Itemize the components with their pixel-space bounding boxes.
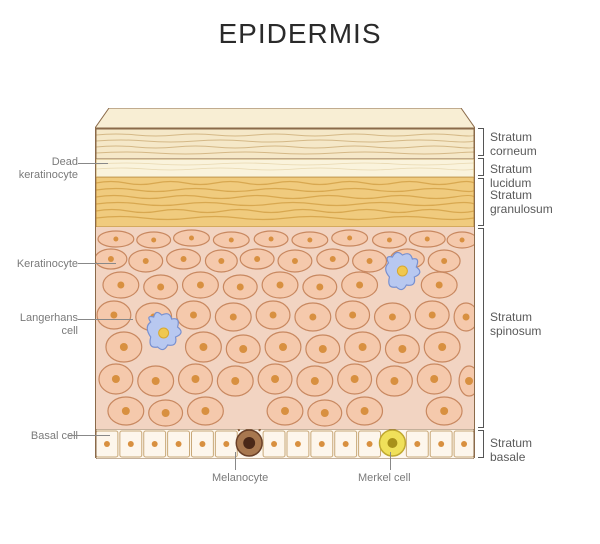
bracket-right	[478, 178, 484, 226]
cell-label-left: Langerhans cell	[20, 312, 78, 338]
layer-label-right: Stratum granulosum	[490, 188, 553, 217]
cell-label-bottom: Melanocyte	[212, 472, 268, 484]
layer-spinosum	[96, 227, 474, 429]
layer-label-right: Stratum corneum	[490, 130, 537, 159]
diagram-title: EPIDERMIS	[218, 18, 381, 50]
leader-line	[78, 163, 108, 164]
layer-label-right: Stratum basale	[490, 436, 532, 465]
cell-label-left: Keratinocyte	[17, 258, 78, 271]
bracket-right	[478, 228, 484, 428]
leader-line-vertical	[235, 452, 236, 470]
layer-corneum	[96, 129, 474, 159]
bracket-right	[478, 158, 484, 176]
epidermis-diagram	[95, 128, 475, 458]
leader-line-vertical	[390, 452, 391, 470]
bracket-right	[478, 128, 484, 156]
leader-line	[68, 435, 110, 436]
layer-label-right: Stratum lucidum	[490, 162, 532, 191]
layer-granulosum	[96, 177, 474, 227]
leader-line	[78, 263, 116, 264]
leader-line	[78, 319, 133, 320]
layer-lucidum	[96, 159, 474, 177]
bracket-right	[478, 430, 484, 458]
layer-label-right: Stratum spinosum	[490, 310, 541, 339]
top-face	[95, 108, 475, 128]
cell-label-bottom: Merkel cell	[358, 472, 411, 484]
cell-label-left: Basal cell	[31, 430, 78, 443]
layer-basale	[96, 429, 474, 459]
merkel-cell	[380, 430, 406, 456]
cell-label-left: Dead keratinocyte	[19, 156, 78, 182]
